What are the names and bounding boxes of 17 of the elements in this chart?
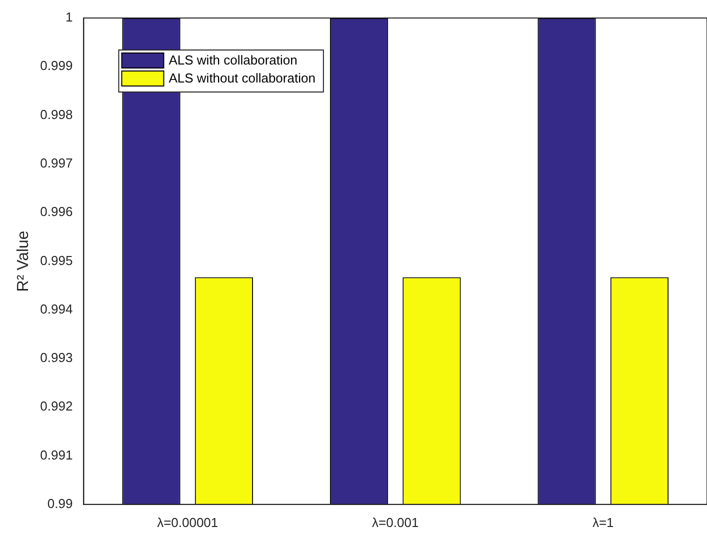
y-tick-label: 0.994 [40,301,73,316]
y-tick-label: 1 [65,10,73,25]
legend-label: ALS with collaboration [168,52,298,68]
y-tick-label: 0.998 [40,106,73,122]
y-tick-label: 0.99 [47,496,73,511]
y-tick-label: 0.991 [40,447,73,462]
y-tick-label: 0.993 [40,350,73,366]
y-tick-label: 0.995 [40,252,73,268]
y-tick-label: 0.997 [40,156,73,170]
legend-label: ALS without collaboration [168,70,316,86]
y-axis-title: R² Value [15,230,32,292]
y-tick-label: 0.992 [40,398,73,414]
y-tick-label: 0.999 [40,58,73,74]
y-tick-label: 0.996 [40,204,73,220]
x-tick-label: λ=0.001 [372,514,419,530]
x-tick-label: λ=0.00001 [157,514,218,530]
x-tick-label: λ=1 [592,514,614,530]
